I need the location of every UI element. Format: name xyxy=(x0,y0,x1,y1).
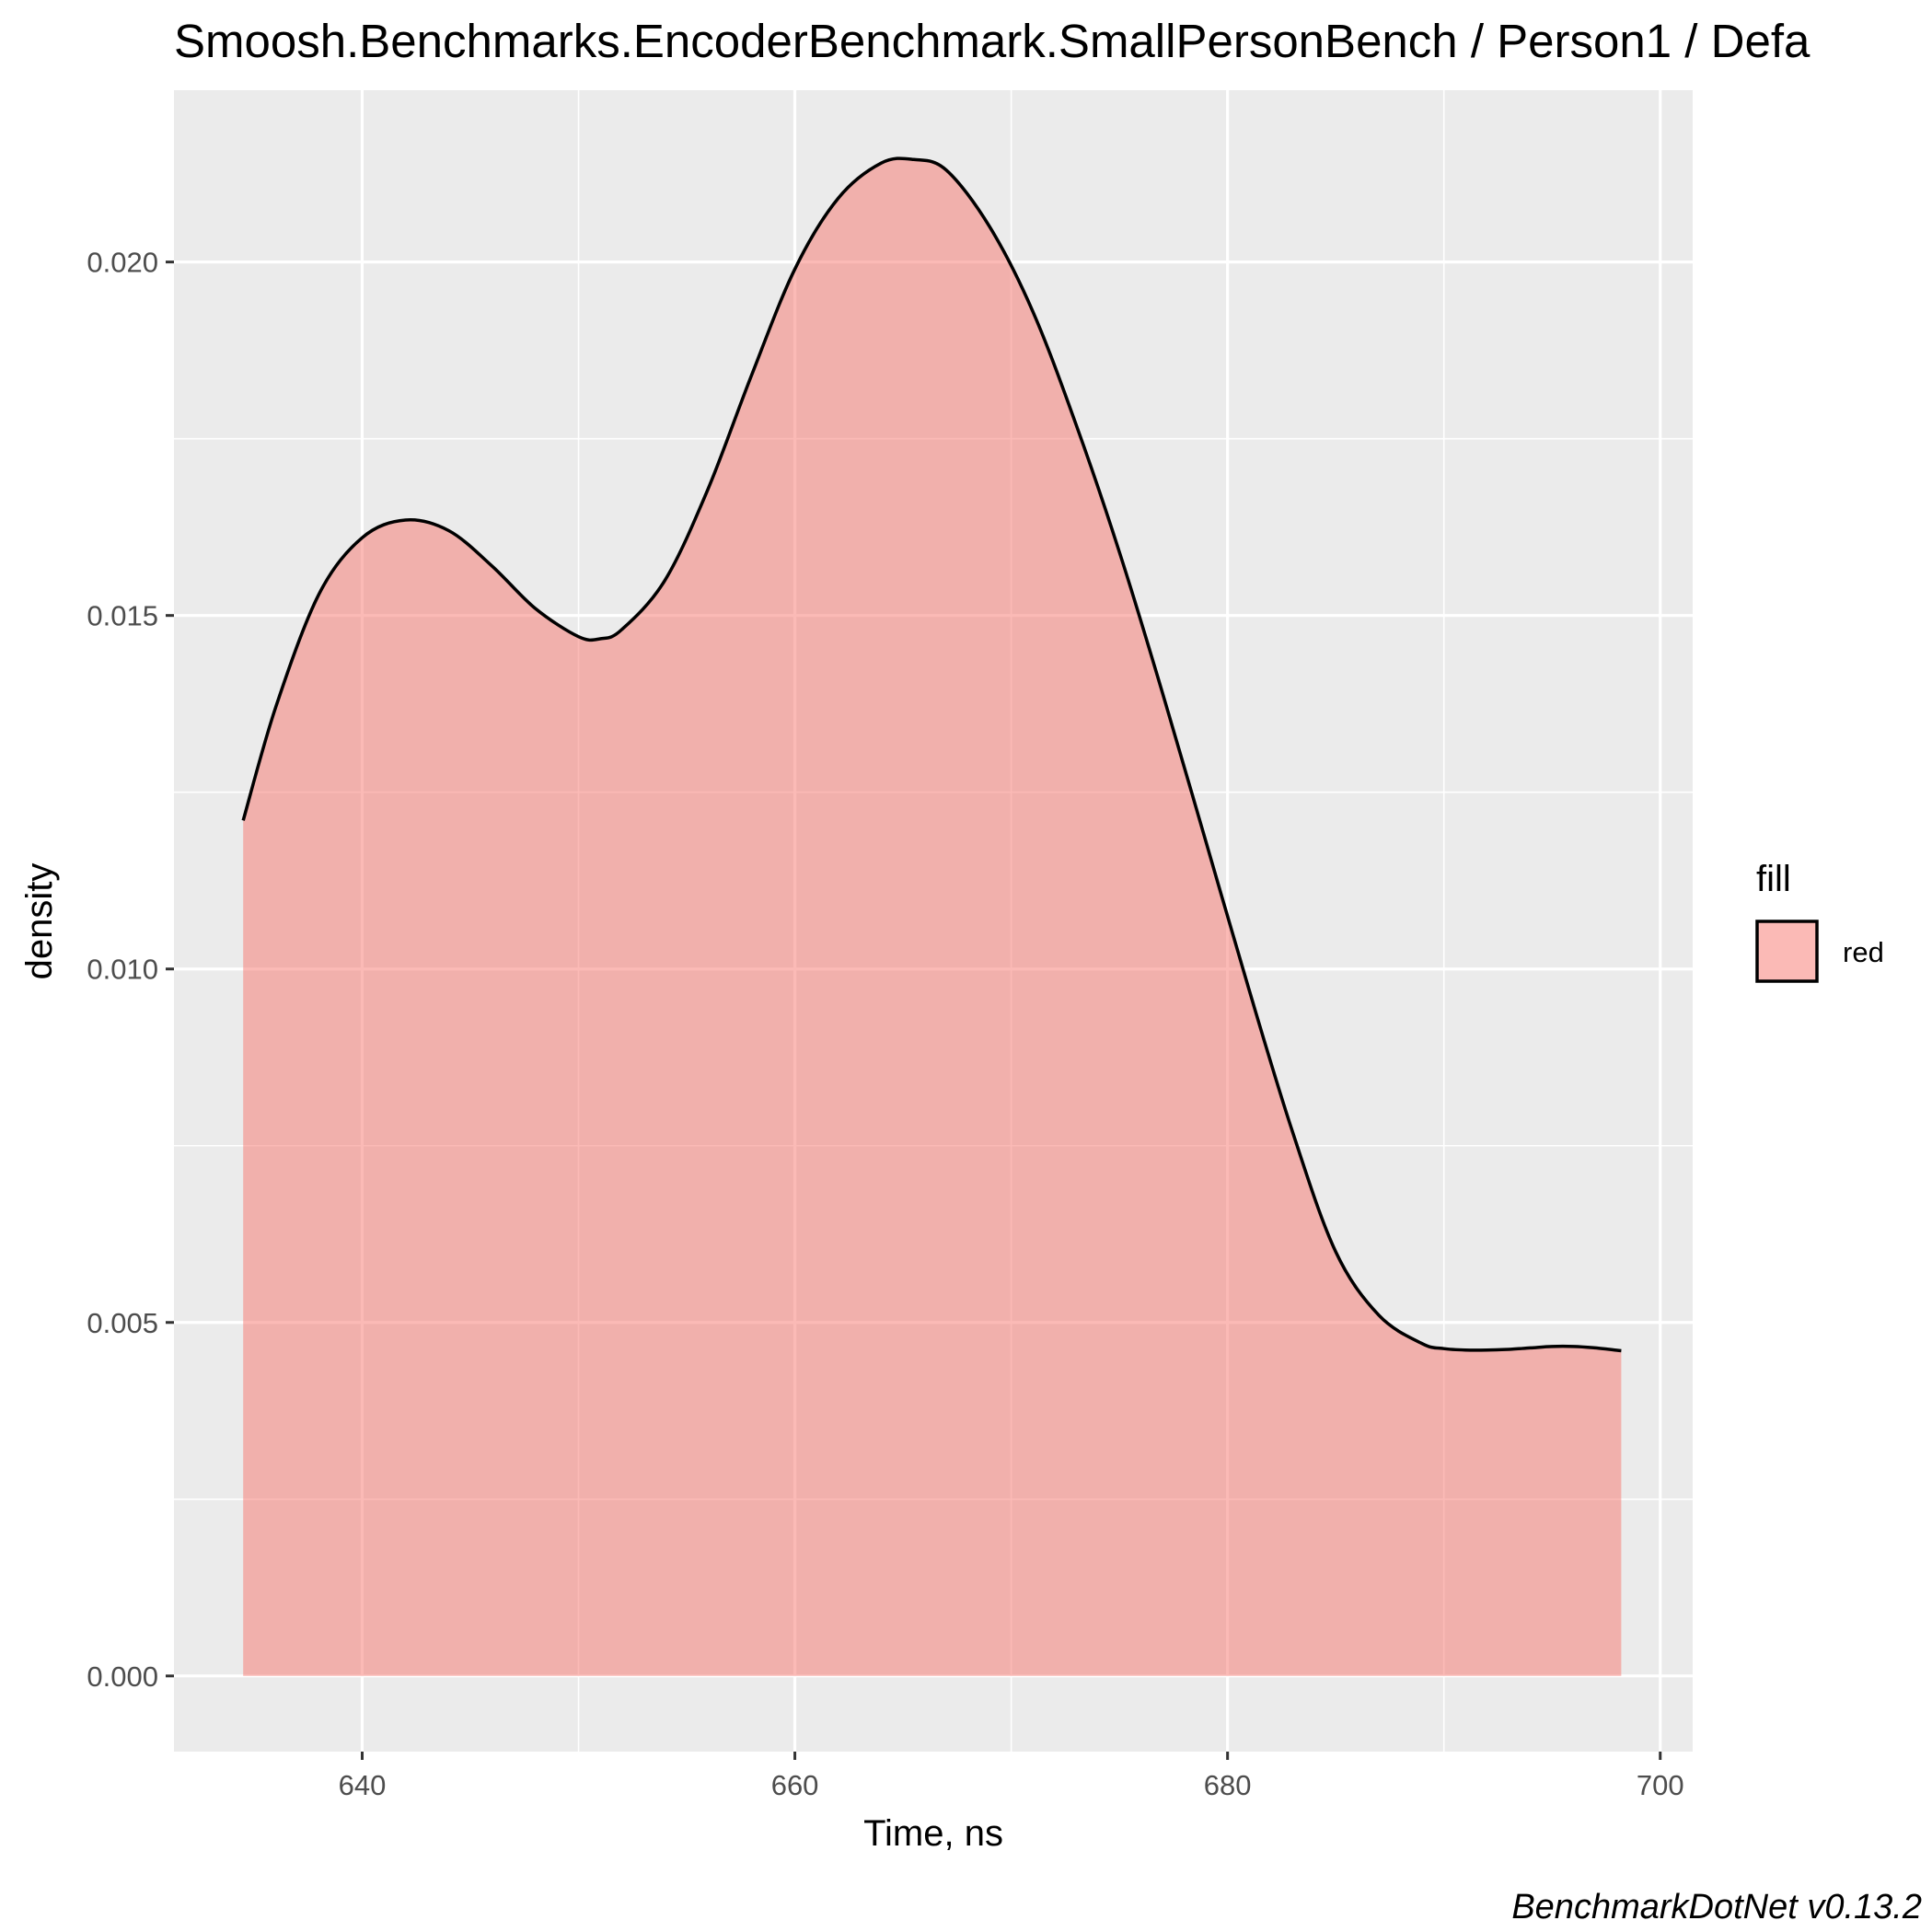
x-tick-label: 680 xyxy=(1204,1769,1252,1801)
density-area xyxy=(243,158,1622,1676)
x-tick-label: 700 xyxy=(1637,1769,1684,1801)
x-axis-label: Time, ns xyxy=(863,1813,1003,1854)
caption: BenchmarkDotNet v0.13.2 xyxy=(1511,1888,1922,1926)
legend-key-red xyxy=(1755,920,1819,983)
chart-title: Smoosh.Benchmarks.EncoderBenchmark.Small… xyxy=(174,15,1811,67)
y-tick-label: 0.005 xyxy=(87,1307,158,1339)
legend-title: fill xyxy=(1756,859,1791,899)
density-curve xyxy=(241,156,1622,1353)
plot-panel xyxy=(174,90,1693,1752)
y-axis: 0.000 0.005 0.010 0.015 0.020 xyxy=(87,247,174,1693)
legend: fill red xyxy=(1755,859,1884,983)
x-tick-label: 640 xyxy=(339,1769,387,1801)
x-tick-label: 660 xyxy=(771,1769,819,1801)
y-axis-label: density xyxy=(19,863,60,980)
x-axis: 640 660 680 700 xyxy=(339,1752,1684,1801)
y-tick-label: 0.020 xyxy=(87,247,158,279)
legend-label-red: red xyxy=(1843,936,1884,968)
y-tick-label: 0.015 xyxy=(87,600,158,632)
y-tick-label: 0.010 xyxy=(87,954,158,986)
y-tick-label: 0.000 xyxy=(87,1660,158,1693)
